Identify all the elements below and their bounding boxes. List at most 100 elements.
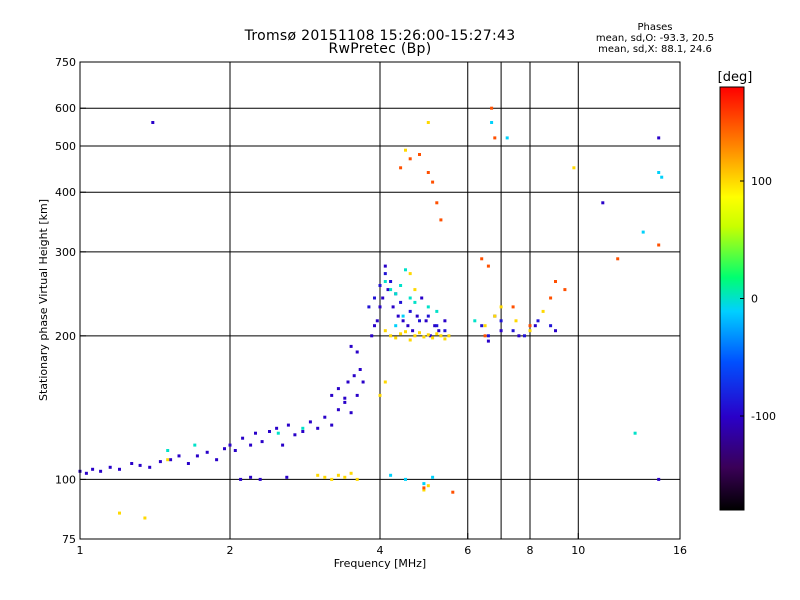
data-point [108, 465, 112, 469]
data-point [601, 201, 605, 205]
data-point [428, 334, 432, 338]
data-point [549, 296, 553, 300]
data-point [443, 337, 447, 341]
data-point [349, 411, 353, 415]
data-point [408, 296, 412, 300]
data-point [367, 305, 371, 309]
data-point [439, 218, 443, 222]
data-point [169, 458, 173, 462]
data-point [404, 268, 407, 272]
data-point [343, 400, 347, 404]
data-point [486, 264, 490, 268]
data-point [373, 324, 376, 328]
data-point [381, 296, 385, 300]
data-points [78, 106, 664, 520]
data-point [415, 314, 419, 318]
data-point [389, 334, 393, 338]
data-point [408, 157, 412, 161]
data-point [249, 443, 253, 447]
data-point [426, 171, 430, 174]
y-tick-label: 600 [55, 102, 76, 115]
data-point [486, 334, 490, 338]
chart-title: Tromsø 20151108 15:26:00-15:27:43 [244, 28, 516, 44]
data-point [399, 284, 403, 287]
data-point [404, 148, 407, 152]
data-point [276, 431, 280, 435]
data-point [336, 408, 340, 412]
data-point [375, 319, 379, 323]
data-point [285, 475, 289, 479]
data-point [286, 423, 290, 427]
data-point [166, 458, 170, 462]
phase-legend-line-o: mean, sd,O: -93.3, 20.5 [595, 33, 715, 44]
data-point [435, 332, 439, 336]
data-point [401, 314, 405, 318]
data-point [490, 121, 494, 124]
data-point [91, 467, 95, 471]
data-point [336, 387, 340, 391]
data-point [233, 449, 237, 452]
data-point [223, 447, 226, 451]
data-point [549, 324, 553, 328]
data-point [404, 330, 407, 334]
data-point [536, 319, 540, 323]
data-point [316, 426, 320, 430]
data-point [249, 475, 253, 479]
x-tick-label: 4 [377, 544, 384, 557]
data-point [480, 257, 484, 261]
data-point [383, 272, 387, 276]
data-point [361, 380, 365, 384]
data-point [343, 396, 347, 400]
data-point [633, 431, 637, 435]
data-point [439, 334, 443, 338]
data-point [422, 482, 426, 486]
data-point [657, 477, 661, 481]
data-point [308, 420, 312, 424]
data-point [349, 344, 353, 348]
data-point [301, 426, 305, 430]
data-point [616, 257, 620, 261]
data-point [323, 475, 327, 479]
data-point [355, 393, 359, 397]
data-point [426, 121, 430, 124]
data-point [205, 450, 209, 454]
data-point [383, 380, 387, 384]
data-point [394, 336, 398, 340]
colorbar-tick-label: 0 [751, 293, 758, 306]
data-point [346, 380, 350, 384]
data-point [493, 314, 497, 318]
data-point [420, 296, 424, 300]
data-point [657, 136, 661, 140]
data-point [394, 324, 398, 328]
data-point [486, 339, 490, 343]
data-point [422, 486, 426, 490]
data-point [411, 329, 415, 333]
x-tick-label: 2 [227, 544, 234, 557]
data-point [391, 305, 395, 309]
data-point [418, 319, 421, 323]
y-tick-label: 500 [55, 140, 76, 153]
data-point [418, 153, 421, 156]
data-point [281, 443, 285, 447]
data-point [505, 136, 509, 140]
data-point [433, 324, 437, 328]
phase-legend-line-x: mean, sd,X: 88.1, 24.6 [598, 44, 712, 55]
data-point [358, 368, 362, 371]
data-point [386, 288, 390, 292]
data-point [533, 324, 537, 328]
data-point [435, 309, 439, 313]
data-point [254, 431, 257, 435]
data-point [215, 458, 219, 462]
data-point [490, 106, 494, 110]
data-point [426, 484, 430, 488]
data-point [148, 465, 152, 469]
data-point [378, 393, 382, 397]
data-point [84, 471, 88, 475]
data-point [406, 324, 410, 328]
data-point [493, 136, 497, 140]
data-point [447, 334, 451, 338]
data-point [378, 305, 382, 309]
data-point [394, 292, 398, 296]
data-point [473, 319, 477, 323]
